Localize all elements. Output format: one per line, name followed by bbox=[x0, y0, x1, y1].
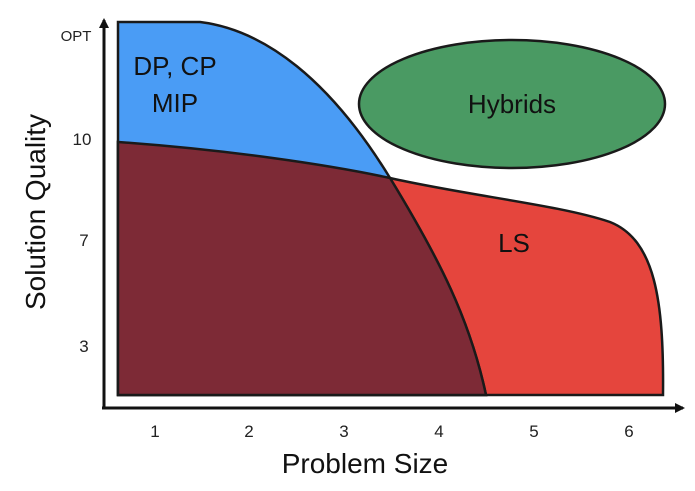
exact-label-line1: DP, CP bbox=[133, 51, 216, 81]
x-tick-1: 1 bbox=[150, 422, 159, 441]
x-axis-title: Problem Size bbox=[282, 448, 449, 479]
y-tick-7: 7 bbox=[79, 231, 88, 250]
y-tick-opt: OPT bbox=[61, 28, 92, 45]
ls-label: LS bbox=[498, 228, 530, 258]
x-tick-3: 3 bbox=[339, 422, 348, 441]
overlap-region bbox=[116, 140, 488, 397]
exact-label-line2: MIP bbox=[152, 88, 198, 118]
y-axis-title: Solution Quality bbox=[20, 114, 51, 310]
y-tick-10: 10 bbox=[73, 130, 92, 149]
x-tick-6: 6 bbox=[624, 422, 633, 441]
hybrids-region bbox=[357, 38, 667, 170]
y-tick-3: 3 bbox=[79, 337, 88, 356]
x-tick-4: 4 bbox=[434, 422, 443, 441]
x-tick-5: 5 bbox=[529, 422, 538, 441]
x-tick-2: 2 bbox=[244, 422, 253, 441]
hybrids-label: Hybrids bbox=[468, 89, 556, 119]
